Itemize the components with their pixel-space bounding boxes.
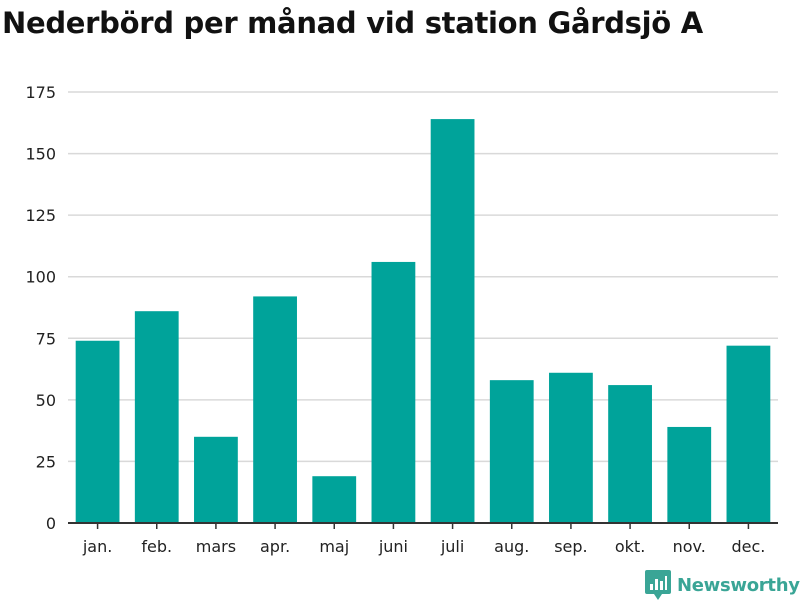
bar	[371, 261, 416, 523]
x-tick-label: sep.	[554, 537, 587, 556]
newsworthy-logo: Newsworthy	[645, 570, 800, 600]
y-tick-label: 175	[25, 83, 56, 102]
bars	[75, 119, 771, 523]
bar	[75, 340, 120, 523]
x-axis-tick-labels: jan. feb. mars apr. maj juni juli aug. sep. okt. n…	[82, 537, 766, 556]
y-tick-label: 25	[36, 452, 56, 471]
x-tick-label: nov.	[673, 537, 706, 556]
bar	[312, 476, 357, 523]
x-tick-label: aug.	[494, 537, 529, 556]
x-tick-label: mars	[196, 537, 236, 556]
bar	[194, 436, 238, 523]
y-tick-label: 125	[25, 206, 56, 225]
x-tick-label: juni	[378, 537, 408, 556]
grid-lines	[68, 91, 778, 463]
y-tick-label: 100	[25, 268, 56, 287]
y-axis-tick-labels: 0 25 50 75 100 125 150 175	[25, 83, 56, 533]
x-tick-label: maj	[319, 537, 349, 556]
x-tick-label: jan.	[82, 537, 112, 556]
bar	[549, 372, 593, 523]
x-tick-label: okt.	[615, 537, 645, 556]
bar	[253, 296, 297, 523]
y-tick-label: 75	[36, 329, 56, 348]
x-tick-label: feb.	[141, 537, 172, 556]
bar	[608, 385, 652, 523]
x-tick-label: juli	[440, 537, 464, 556]
y-tick-label: 150	[25, 145, 56, 164]
x-tick-label: apr.	[260, 537, 290, 556]
bar	[134, 311, 179, 523]
y-tick-label: 0	[46, 514, 56, 533]
y-tick-label: 50	[36, 391, 56, 410]
chart-title: Nederbörd per månad vid station Gårdsjö …	[2, 6, 703, 40]
x-tick-label: dec.	[731, 537, 765, 556]
brand-name: Newsworthy	[677, 574, 800, 596]
x-axis	[68, 522, 778, 529]
bar-chart-badge-icon	[645, 570, 671, 600]
bar	[667, 426, 712, 523]
bar	[489, 380, 534, 523]
bar	[430, 119, 475, 523]
bar	[726, 345, 771, 523]
